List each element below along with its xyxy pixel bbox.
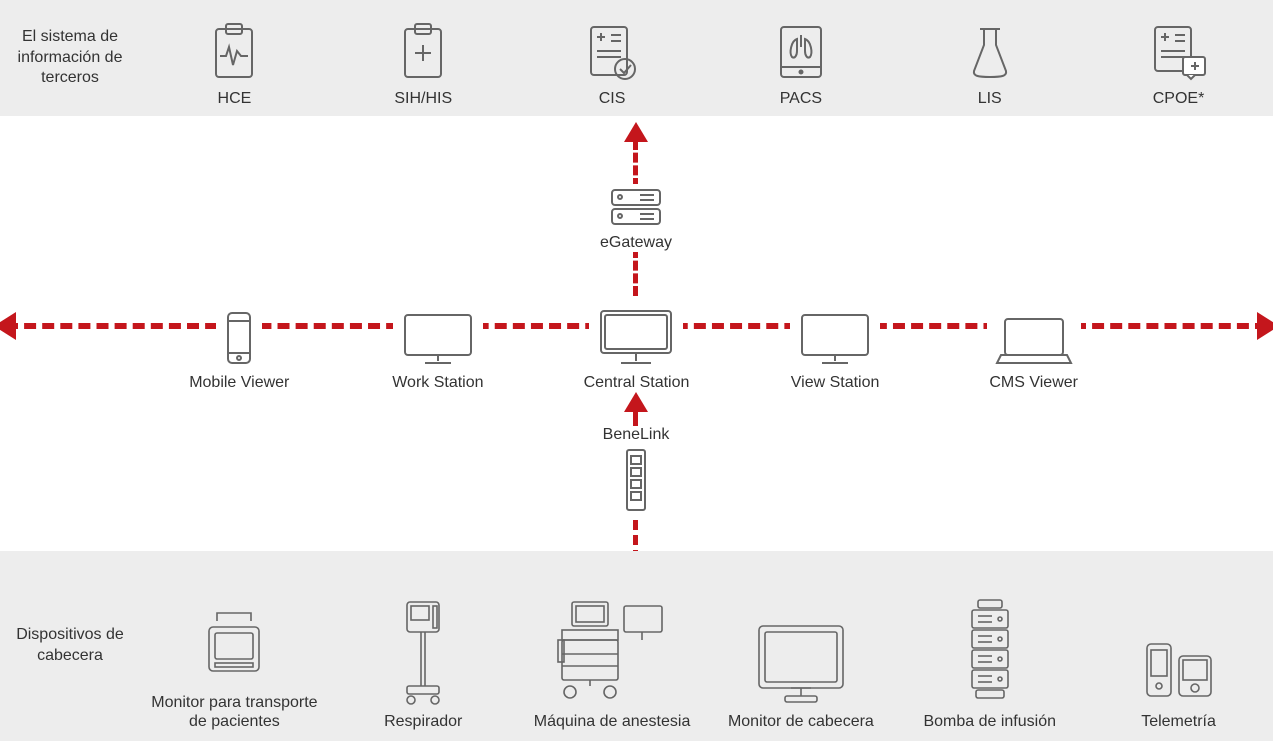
- mid-row: Mobile Viewer Work Station Central Stati…: [0, 282, 1273, 392]
- egateway-label: eGateway: [566, 234, 706, 252]
- label: Monitor para transporte de pacientes: [149, 693, 319, 731]
- phone-icon: [216, 309, 262, 367]
- bottom-band-title: Dispositivos de cabecera: [0, 625, 140, 667]
- node-mobile-viewer: Mobile Viewer: [154, 309, 324, 392]
- anesthesia-machine-icon: [552, 596, 672, 706]
- infusion-pump-icon: [960, 596, 1020, 706]
- clipboard-check-icon: [583, 21, 641, 83]
- clipboard-note-icon: [1149, 21, 1209, 83]
- bottom-band: Dispositivos de cabecera Monitor para tr…: [0, 551, 1273, 741]
- node-cis: CIS: [527, 21, 697, 108]
- arrow-up-benelink: [624, 392, 648, 412]
- telemetry-icon: [1139, 636, 1219, 706]
- label: Bomba de infusión: [923, 712, 1056, 731]
- arrow-up-egateway: [624, 122, 648, 142]
- label: View Station: [791, 373, 880, 392]
- server-icon: [606, 184, 666, 230]
- node-pacs: PACS: [716, 21, 886, 108]
- label: PACS: [780, 89, 822, 108]
- node-telemetry: Telemetría: [1094, 561, 1264, 731]
- egateway-node: eGateway: [566, 184, 706, 252]
- node-hce: HCE: [149, 21, 319, 108]
- top-band-items: HCE SIH/HIS CIS PACS LIS: [140, 0, 1273, 116]
- label: Mobile Viewer: [189, 373, 289, 392]
- label: SIH/HIS: [394, 89, 452, 108]
- label: CMS Viewer: [989, 373, 1078, 392]
- node-sih: SIH/HIS: [338, 21, 508, 108]
- monitor-icon: [790, 309, 880, 367]
- label: Máquina de anestesia: [534, 712, 691, 731]
- mid-items: Mobile Viewer Work Station Central Stati…: [0, 282, 1273, 392]
- module-stack-icon: [621, 448, 651, 512]
- benelink-label: BeneLink: [566, 426, 706, 444]
- label: LIS: [978, 89, 1002, 108]
- ventilator-icon: [393, 596, 453, 706]
- monitor-icon: [393, 309, 483, 367]
- portable-monitor-icon: [199, 607, 269, 687]
- node-central-station: Central Station: [551, 307, 721, 392]
- top-band: El sistema de información de terceros HC…: [0, 0, 1273, 116]
- node-respirator: Respirador: [338, 561, 508, 731]
- vline-egateway-top: [633, 140, 638, 188]
- top-band-title: El sistema de información de terceros: [0, 27, 140, 89]
- node-work-station: Work Station: [353, 309, 523, 392]
- label: CIS: [599, 89, 626, 108]
- clipboard-plus-icon: [397, 21, 449, 83]
- node-infusion-pump: Bomba de infusión: [905, 561, 1075, 731]
- label: Respirador: [384, 712, 462, 731]
- label: Central Station: [584, 373, 690, 392]
- node-anesthesia: Máquina de anestesia: [527, 561, 697, 731]
- node-transport-monitor: Monitor para transporte de pacientes: [149, 561, 319, 731]
- flask-icon: [964, 21, 1016, 83]
- label: CPOE*: [1153, 89, 1205, 108]
- label: Monitor de cabecera: [728, 712, 874, 731]
- clipboard-ecg-icon: [208, 21, 260, 83]
- node-cpoe: CPOE*: [1094, 21, 1264, 108]
- node-view-station: View Station: [750, 309, 920, 392]
- laptop-icon: [987, 313, 1081, 367]
- node-bedside-monitor: Monitor de cabecera: [716, 561, 886, 731]
- benelink-node: BeneLink: [566, 426, 706, 516]
- tablet-lungs-icon: [775, 21, 827, 83]
- monitor-stand-icon: [589, 307, 683, 367]
- node-lis: LIS: [905, 21, 1075, 108]
- node-cms-viewer: CMS Viewer: [949, 313, 1119, 392]
- bedside-monitor-icon: [751, 618, 851, 706]
- label: HCE: [218, 89, 252, 108]
- bottom-band-items: Monitor para transporte de pacientes Res…: [140, 551, 1273, 741]
- label: Telemetría: [1141, 712, 1216, 731]
- label: Work Station: [392, 373, 483, 392]
